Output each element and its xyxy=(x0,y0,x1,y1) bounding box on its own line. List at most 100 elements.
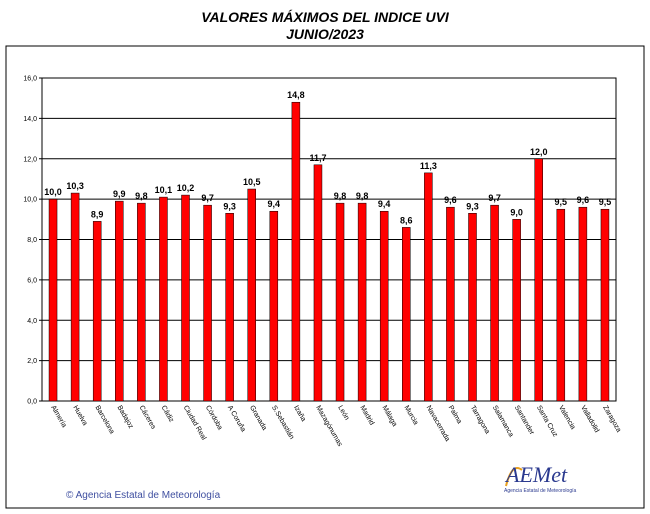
y-tick-label: 4,0 xyxy=(27,318,37,325)
x-category-label: Navacerrada xyxy=(425,405,451,443)
bar-ciudad-real xyxy=(181,194,190,402)
y-tick-label: 2,0 xyxy=(27,358,37,365)
data-label: 11,3 xyxy=(420,161,437,171)
data-label: 9,3 xyxy=(466,201,479,211)
logo-text: AEMet xyxy=(504,462,568,487)
bar-granada xyxy=(247,188,256,402)
data-label: 10,3 xyxy=(66,181,84,191)
x-category-label: Córdoba xyxy=(204,405,224,432)
x-category-label: Málaga xyxy=(380,405,398,428)
x-category-label: Valencia xyxy=(557,405,576,431)
data-label: 8,9 xyxy=(91,209,104,219)
bar-huelva xyxy=(70,192,80,402)
data-label: 9,8 xyxy=(356,191,369,201)
bar-c-ceres xyxy=(137,202,146,402)
data-label: 9,5 xyxy=(555,197,568,207)
bar-palma xyxy=(446,206,455,402)
data-label: 9,8 xyxy=(334,191,347,201)
data-label: 9,4 xyxy=(378,199,391,209)
bar-murcia xyxy=(402,227,411,402)
x-category-label: Almería xyxy=(49,405,67,429)
data-label: 8,6 xyxy=(400,215,413,225)
data-label: 9,6 xyxy=(577,195,590,205)
bars xyxy=(48,101,610,402)
x-category-label: Madrid xyxy=(358,405,375,427)
data-label: 9,3 xyxy=(223,201,236,211)
data-label: 9,0 xyxy=(510,207,523,217)
data-label: 11,7 xyxy=(309,153,326,163)
bar-madrid xyxy=(357,202,367,402)
x-category-label: Palma xyxy=(447,405,463,426)
bar-santander xyxy=(512,219,521,402)
data-label: 10,5 xyxy=(243,177,261,187)
x-category-label: Izaña xyxy=(292,405,307,423)
x-category-label: Salamanca xyxy=(491,405,515,439)
data-label: 9,7 xyxy=(201,193,214,203)
chart-subtitle: JUNIO/2023 xyxy=(286,26,364,42)
y-tick-label: 8,0 xyxy=(27,237,37,244)
bar-valladolid xyxy=(578,206,588,402)
x-category-label: Cáceres xyxy=(138,405,157,432)
chart-title: VALORES MÁXIMOS DEL INDICE UVI xyxy=(201,9,450,25)
y-axis-ticks: 0,0 2,0 4,0 6,0 8,0 10,0 12,0 14,0 16,0 xyxy=(23,76,42,406)
x-category-label: Granada xyxy=(248,405,268,432)
bar-valencia xyxy=(556,208,566,402)
x-category-label: Santa Cruz xyxy=(535,405,559,439)
x-category-label: A Coruña xyxy=(226,405,247,434)
data-label: 10,1 xyxy=(155,185,173,195)
x-category-label: Cádiz xyxy=(160,405,175,424)
data-label: 9,5 xyxy=(599,197,612,207)
bar-zaragoza xyxy=(600,208,610,402)
x-category-label: Zaragoza xyxy=(601,405,622,434)
y-tick-label: 16,0 xyxy=(23,76,37,83)
x-category-label: Valladolid xyxy=(579,405,600,434)
x-axis-categories: Almería Huelva Barcelona Badajoz Cáceres Cádi… xyxy=(49,405,622,449)
data-label: 10,0 xyxy=(44,187,62,197)
bar-iza-a xyxy=(291,101,301,402)
x-category-label: León xyxy=(336,405,350,422)
y-tick-label: 6,0 xyxy=(27,277,37,284)
x-category-label: Murcia xyxy=(403,405,420,427)
x-category-label: Badajoz xyxy=(116,405,135,431)
bar-le-n xyxy=(335,202,345,402)
aemet-logo: AEMet Agencia Estatal de Meteorología xyxy=(504,462,576,494)
data-labels: 10,0 10,3 8,9 9,9 9,8 10,1 10,2 9,7 9,3 10,5 9,4 14… xyxy=(44,90,611,225)
bar-salamanca xyxy=(490,204,499,402)
data-label: 14,8 xyxy=(287,90,305,100)
bar-a-coru-a xyxy=(225,213,234,402)
copyright-text: © Agencia Estatal de Meteorología xyxy=(66,490,221,501)
y-tick-label: 14,0 xyxy=(23,116,37,123)
y-tick-label: 0,0 xyxy=(27,399,37,406)
bar-m-laga xyxy=(379,210,389,402)
bar-c-rdoba xyxy=(203,204,212,402)
bar-mazag-numas xyxy=(313,164,323,402)
bar-almer-a xyxy=(48,198,58,402)
bar-s-sebasti-n xyxy=(269,210,279,402)
x-category-label: S.Sebastián xyxy=(270,405,295,441)
bar-barcelona xyxy=(92,221,102,402)
bar-badajoz xyxy=(115,200,124,402)
x-category-label: Santander xyxy=(513,405,536,437)
bar-navacerrada xyxy=(424,172,433,402)
data-label: 9,6 xyxy=(444,195,457,205)
x-category-label: Tarragona xyxy=(469,405,491,436)
data-label: 9,9 xyxy=(113,189,126,199)
data-label: 9,8 xyxy=(135,191,148,201)
data-label: 9,4 xyxy=(268,199,281,209)
bar-santa-cruz xyxy=(534,158,543,402)
x-category-label: Ciudad Real xyxy=(182,405,208,442)
data-label: 10,2 xyxy=(177,183,195,193)
bar-tarragona xyxy=(468,213,477,402)
y-tick-label: 10,0 xyxy=(23,197,37,204)
x-category-label: Barcelona xyxy=(93,405,115,436)
y-tick-label: 12,0 xyxy=(23,156,37,163)
logo-swoosh xyxy=(505,467,523,487)
data-label: 12,0 xyxy=(530,147,548,157)
logo-subtext: Agencia Estatal de Meteorología xyxy=(504,488,576,494)
x-category-label: Huelva xyxy=(71,405,88,427)
data-label: 9,7 xyxy=(488,193,501,203)
bar-c-diz xyxy=(159,196,168,402)
outer-border xyxy=(5,45,645,509)
